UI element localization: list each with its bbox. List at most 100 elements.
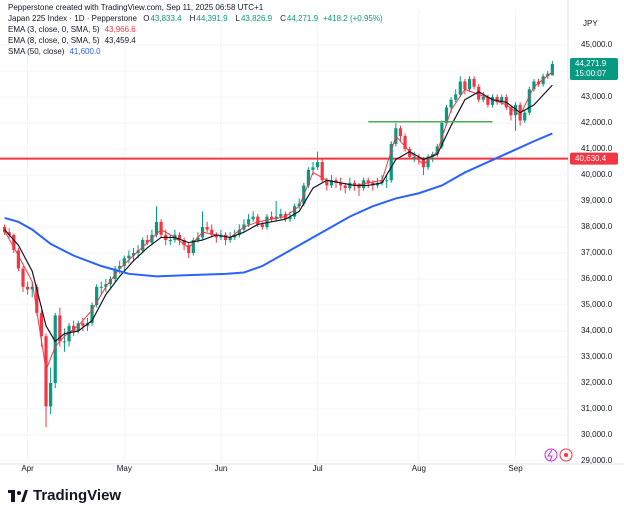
y-tick-label: 30,000.0 (581, 430, 613, 439)
ohlc-letter: L (235, 14, 240, 23)
candle-body (500, 97, 504, 103)
legend-name: EMA (8, close, 0, SMA, 5) (8, 36, 100, 45)
candle-body (21, 268, 25, 287)
candle-body (467, 78, 472, 90)
legend-value: 43,966.6 (104, 25, 136, 34)
y-tick-label: 38,000.0 (581, 222, 613, 231)
candle-body (398, 128, 403, 137)
candle-body (49, 382, 53, 407)
ohlc-value: 44,271.9 (286, 14, 319, 23)
brand: TradingView (8, 487, 121, 504)
candle-body (444, 107, 449, 124)
candle-body (546, 73, 550, 77)
candle-body (421, 159, 426, 168)
legend-row: EMA (3, close, 0, SMA, 5) 43,966.6 (8, 24, 387, 35)
candle-body (486, 97, 490, 105)
ohlc-letter: C (280, 14, 286, 23)
candle-body (108, 279, 113, 285)
currency-label: JPY (583, 19, 598, 28)
candle-body (449, 99, 453, 108)
candle-body (366, 180, 370, 183)
candle-body (7, 232, 11, 235)
toolbar-icons (544, 448, 573, 462)
candle-body (352, 182, 357, 186)
symbol: Japan 225 Index · 1D · Pepperstone (8, 14, 137, 23)
candle-body (72, 325, 76, 332)
candle-body (454, 94, 458, 100)
legend-row: SMA (50, close) 41,600.0 (8, 46, 387, 57)
indicator-line (4, 132, 553, 278)
candle-body (527, 89, 531, 113)
icon (564, 453, 568, 457)
candle-body (159, 221, 163, 235)
candle-body (269, 216, 274, 220)
candle-body (477, 86, 481, 100)
candle-body (127, 255, 131, 259)
candle-body (509, 107, 513, 116)
candle-body (380, 180, 384, 183)
ohlc-letter: H (189, 14, 196, 23)
candle-body (76, 323, 80, 332)
candle-body (343, 185, 347, 189)
candle-body (58, 315, 62, 342)
candle-body (177, 234, 182, 241)
candle-body (95, 286, 99, 306)
y-tick-label: 41,000.0 (581, 144, 613, 153)
candle-body (440, 123, 444, 147)
candle-body (187, 245, 191, 254)
last-price-box (570, 58, 618, 81)
candle-body (122, 258, 126, 267)
candle-body (118, 266, 122, 269)
candle-body (67, 325, 71, 342)
candle-body (385, 180, 389, 182)
y-tick-label: 31,000.0 (581, 404, 613, 413)
candle-body (265, 216, 269, 228)
candle-body (182, 240, 186, 246)
x-tick-label: Jul (312, 464, 322, 473)
candle-body (210, 229, 214, 235)
candle-body (145, 240, 149, 243)
y-tick-label: 42,000.0 (581, 118, 613, 127)
y-tick-label: 36,000.0 (581, 274, 613, 283)
candle-body (306, 169, 310, 186)
indicator-line (4, 84, 553, 343)
candle-body (141, 240, 145, 251)
indicator-legend: EMA (3, close, 0, SMA, 5) 43,966.6 EMA (8,… (8, 24, 387, 57)
candle-body (325, 180, 329, 186)
ohlc-value: 43,833.4 (150, 14, 182, 23)
x-tick-label: Jun (214, 464, 227, 473)
ohlc: O43,833.4 H44,391.9 L43,826.9 C44,271.9 +418… (139, 14, 386, 23)
candle-body (256, 216, 260, 225)
candle-body (223, 234, 228, 241)
price-label: 40,630.4 (575, 154, 607, 163)
x-tick-label: May (117, 464, 132, 473)
candle-body (339, 182, 343, 186)
candle-body (191, 240, 195, 254)
legend-value: 43,459.4 (104, 36, 136, 45)
candle-body (320, 162, 324, 181)
candle-body (463, 81, 467, 90)
y-tick-label: 33,000.0 (581, 352, 613, 361)
y-tick-label: 37,000.0 (581, 248, 613, 257)
ohlc-value: 44,391.9 (196, 14, 228, 23)
price-label-box (570, 152, 618, 165)
change: +418.2 (+0.95%) (323, 14, 383, 23)
candle-body (12, 234, 16, 250)
candle-body (228, 237, 232, 241)
candle-body (131, 253, 136, 256)
countdown: 15:00:07 (575, 69, 607, 78)
candle-body (99, 286, 103, 288)
candle-body (53, 315, 57, 383)
last-price-label: 44,271.9 (575, 59, 607, 68)
indicator-line (4, 71, 553, 372)
candle-body (329, 180, 334, 186)
icon (559, 448, 573, 462)
candle-body (246, 219, 251, 225)
credit: Pepperstone created with TradingView.com… (8, 2, 387, 13)
credit-text: Pepperstone created with TradingView.com… (8, 3, 264, 12)
candle-body (426, 156, 430, 168)
candle-body (104, 284, 108, 287)
legend-row: EMA (8, close, 0, SMA, 5) 43,459.4 (8, 35, 387, 46)
brand-logo (8, 489, 28, 502)
y-tick-label: 29,000.0 (581, 456, 613, 465)
